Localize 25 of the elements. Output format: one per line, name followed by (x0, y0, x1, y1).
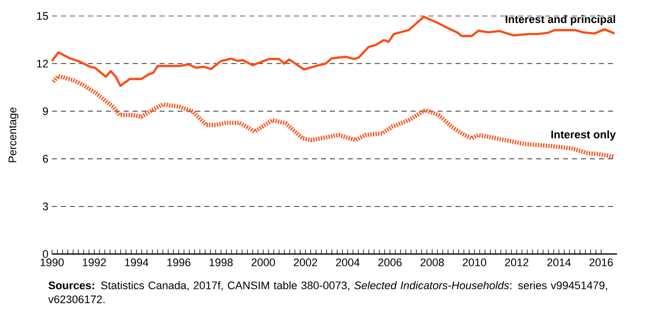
x-tick-label: 2016 (590, 258, 613, 266)
x-tick-label: 2002 (294, 258, 318, 266)
x-tick-label: 2000 (252, 258, 275, 266)
x-tick-label: 2010 (462, 258, 486, 266)
series-label: Interest only (551, 130, 616, 141)
x-tick-label: 2008 (420, 258, 444, 266)
x-tick-label: 1992 (82, 258, 106, 266)
y-tick-label: 12 (37, 60, 48, 68)
x-tick-label: 1994 (125, 258, 148, 266)
x-tick-label: 1998 (210, 258, 233, 266)
y-tick-label: 9 (42, 107, 48, 116)
y-tick-label: 15 (37, 12, 48, 20)
x-tick-label: 2014 (547, 258, 571, 266)
x-tick-label: 1996 (167, 258, 190, 266)
y-axis-title: Percentage (8, 107, 18, 162)
y-tick-label: 0 (42, 250, 48, 258)
y-tick-label: 6 (42, 154, 48, 163)
y-tick-label: 3 (42, 202, 48, 210)
text: Sources: Statistics Canada, 2017f, CANSIM table 380-0073, Selected Indicators-Households: series v99451479, v62306172. (48, 281, 608, 304)
line-series (50, 16, 616, 87)
x-tick-label: 2004 (336, 258, 360, 266)
x-tick-label: 1990 (40, 258, 64, 266)
series-label: Interest and principal (506, 15, 616, 26)
x-tick-label: 2006 (378, 258, 402, 266)
x-tick-label: 2012 (505, 258, 528, 266)
